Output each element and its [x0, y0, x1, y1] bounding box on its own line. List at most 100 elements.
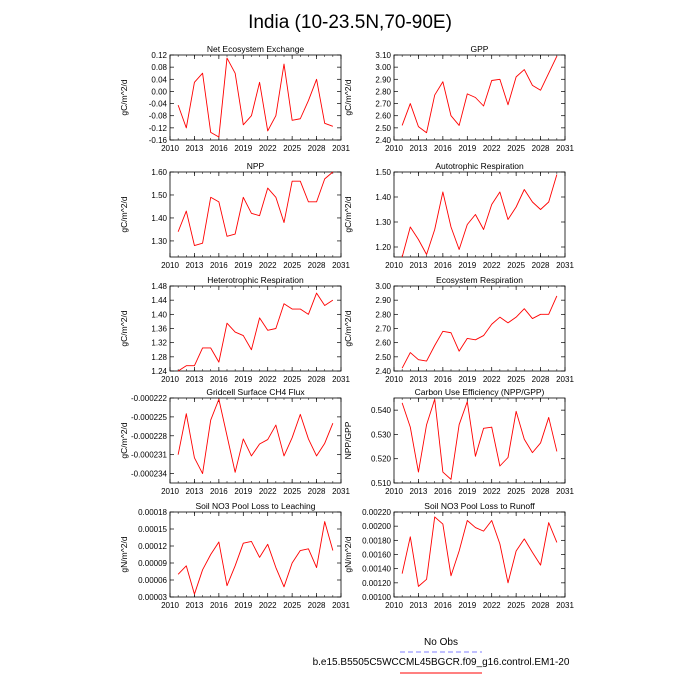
series-line-0 [177, 57, 334, 138]
y-tick-label: -0.000228 [131, 432, 168, 441]
y-axis-label: gC/m^2/d [119, 310, 129, 346]
panel-6: Gridcell Surface CH4 Flux gC/m^2/d 2010 201… [119, 387, 350, 496]
y-tick-label: 0.00180 [362, 536, 391, 545]
y-tick-label: 1.24 [151, 367, 167, 376]
x-tick-label: 2031 [332, 375, 350, 384]
y-tick-label: 0.00140 [362, 565, 391, 574]
x-tick-label: 2019 [234, 601, 252, 610]
x-tick-label: 2016 [210, 601, 228, 610]
x-tick-label: 2019 [234, 375, 252, 384]
x-tick-label: 2028 [532, 375, 550, 384]
x-tick-label: 2022 [483, 261, 501, 270]
y-axis-label: gC/m^2/d [343, 79, 353, 115]
panel-title: Heterotrophic Respiration [207, 275, 304, 285]
y-axis-label: gC/m^2/d [343, 196, 353, 232]
y-tick-label: 2.50 [375, 124, 391, 133]
y-tick-label: 3.10 [375, 51, 391, 60]
y-tick-label: 2.40 [375, 367, 391, 376]
x-tick-label: 2013 [410, 601, 428, 610]
x-tick-label: 2025 [283, 601, 301, 610]
panel-7: Carbon Use Efficiency (NPP/GPP) NPP/GPP 20… [343, 387, 574, 496]
x-tick-label: 2016 [210, 375, 228, 384]
y-tick-label: -0.12 [149, 124, 168, 133]
y-tick-label: -0.000234 [131, 470, 168, 479]
panel-3: Autotrophic Respiration gC/m^2/d 2010 2013 2… [343, 161, 574, 270]
plot-frame [169, 54, 342, 141]
series-line-0 [401, 516, 558, 587]
series-line-0 [177, 521, 334, 595]
y-tick-label: 2.90 [375, 296, 391, 305]
y-tick-label: 0.00220 [362, 508, 391, 517]
y-tick-label: 0.00100 [362, 593, 391, 602]
x-tick-label: 2019 [458, 261, 476, 270]
x-tick-label: 2019 [458, 144, 476, 153]
y-axis-label: NPP/GPP [343, 421, 353, 459]
x-tick-label: 2013 [186, 375, 204, 384]
x-tick-label: 2019 [234, 261, 252, 270]
x-tick-label: 2022 [483, 144, 501, 153]
y-tick-label: 0.12 [151, 51, 167, 60]
y-tick-label: 0.510 [371, 479, 392, 488]
x-tick-label: 2013 [410, 375, 428, 384]
y-tick-label: 1.44 [151, 296, 167, 305]
y-tick-label: 1.30 [375, 218, 391, 227]
y-tick-label: -0.04 [149, 100, 168, 109]
y-tick-label: 1.50 [151, 191, 167, 200]
x-tick-label: 2025 [283, 144, 301, 153]
y-tick-label: 3.00 [375, 63, 391, 72]
y-tick-label: 1.40 [151, 214, 167, 223]
x-tick-label: 2028 [532, 261, 550, 270]
x-tick-label: 2031 [332, 261, 350, 270]
x-tick-label: 2016 [210, 261, 228, 270]
y-tick-label: 2.80 [375, 87, 391, 96]
panel-2: NPP gC/m^2/d 2010 2013 2016 2019 2022 2025 2028 2… [119, 161, 350, 270]
x-tick-label: 2025 [507, 601, 525, 610]
figure-legend: No Obs b.e15.B5505C5WCCML45BGCR.f09_g16.… [313, 637, 570, 674]
y-tick-label: 0.530 [371, 430, 392, 439]
y-axis-label: gC/m^2/d [119, 79, 129, 115]
x-tick-label: 2031 [556, 601, 574, 610]
x-tick-label: 2025 [283, 487, 301, 496]
x-tick-label: 2013 [410, 144, 428, 153]
y-tick-label: -0.000222 [131, 394, 168, 403]
x-tick-label: 2010 [385, 487, 403, 496]
y-tick-label: -0.000225 [131, 413, 168, 422]
x-tick-label: 2031 [332, 144, 350, 153]
x-tick-label: 2022 [259, 144, 277, 153]
x-tick-label: 2010 [161, 375, 179, 384]
x-tick-label: 2025 [507, 261, 525, 270]
x-tick-label: 2028 [308, 375, 326, 384]
x-tick-label: 2025 [507, 375, 525, 384]
y-tick-label: 2.40 [375, 136, 391, 145]
series-line-0 [401, 174, 558, 258]
y-tick-label: -0.000231 [131, 451, 168, 460]
x-tick-label: 2016 [434, 261, 452, 270]
panel-title: Autotrophic Respiration [435, 161, 524, 171]
y-tick-label: 3.00 [375, 282, 391, 291]
y-tick-label: 0.00006 [138, 576, 167, 585]
x-tick-label: 2028 [532, 601, 550, 610]
panel-4: Heterotrophic Respiration gC/m^2/d 2010 201… [119, 275, 350, 384]
series-line-0 [401, 295, 558, 369]
x-tick-label: 2022 [483, 487, 501, 496]
plot-frame [393, 285, 566, 372]
y-tick-label: 1.60 [151, 168, 167, 177]
y-axis-label: gC/m^2/d [343, 310, 353, 346]
series-line-0 [177, 292, 334, 372]
x-tick-label: 2022 [483, 601, 501, 610]
x-tick-label: 2028 [308, 144, 326, 153]
plot-frame [169, 397, 342, 484]
y-tick-label: 0.00 [151, 87, 167, 96]
x-tick-label: 2019 [458, 487, 476, 496]
y-axis-label: gN/m^2/d [119, 536, 129, 572]
x-tick-label: 2016 [210, 144, 228, 153]
x-tick-label: 2010 [385, 375, 403, 384]
figure-title: India (10-23.5N,70-90E) [248, 12, 452, 33]
y-tick-label: 1.50 [375, 168, 391, 177]
y-tick-label: 1.32 [151, 339, 167, 348]
panel-title: GPP [471, 44, 489, 54]
panel-title: Net Ecosystem Exchange [207, 44, 305, 54]
panel-0: Net Ecosystem Exchange gC/m^2/d 2010 2013 20… [119, 44, 350, 153]
chart-panels: Net Ecosystem Exchange gC/m^2/d 2010 2013 20… [119, 44, 574, 610]
y-tick-label: -0.16 [149, 136, 168, 145]
